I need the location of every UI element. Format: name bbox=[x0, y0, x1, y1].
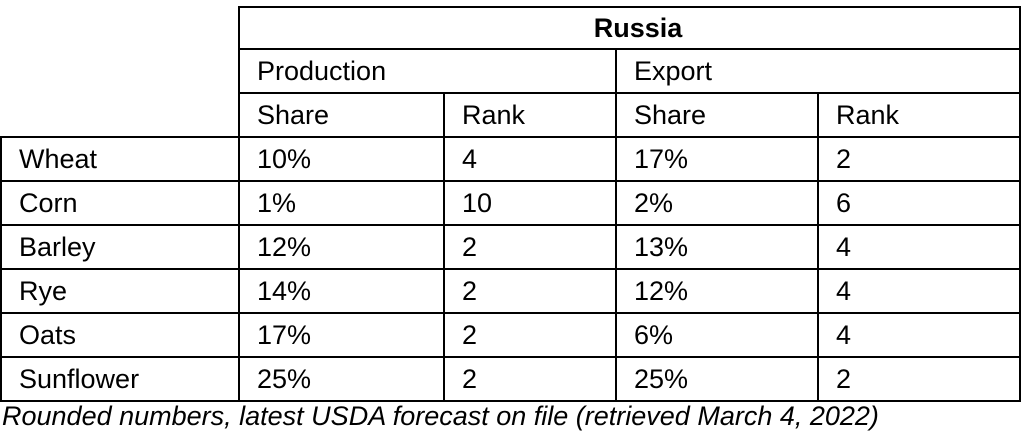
cell-production-rank: 2 bbox=[443, 313, 616, 358]
cell-production-rank: 2 bbox=[443, 225, 616, 270]
row-label-crop: Barley bbox=[0, 225, 239, 270]
cell-export-rank: 4 bbox=[817, 225, 1021, 270]
cell-production-share: 10% bbox=[238, 137, 444, 182]
cell-production-share: 1% bbox=[238, 181, 444, 226]
table-row: Wheat 10% 4 17% 2 bbox=[0, 137, 1021, 182]
row-label-crop: Corn bbox=[0, 181, 239, 226]
table-row: Rye 14% 2 12% 4 bbox=[0, 269, 1021, 314]
row-label-crop: Oats bbox=[0, 313, 239, 358]
empty-corner-cell bbox=[1, 7, 239, 49]
row-label-crop: Rye bbox=[0, 269, 239, 314]
cell-export-share: 2% bbox=[615, 181, 818, 226]
table-row: Corn 1% 10 2% 6 bbox=[0, 181, 1021, 226]
table-title: Russia bbox=[238, 6, 1021, 50]
table-row: Oats 17% 2 6% 4 bbox=[0, 313, 1021, 358]
subheader-export-rank: Rank bbox=[817, 93, 1021, 138]
cell-export-rank: 4 bbox=[817, 269, 1021, 314]
cell-production-share: 14% bbox=[238, 269, 444, 314]
cell-export-share: 12% bbox=[615, 269, 818, 314]
cell-production-share: 25% bbox=[238, 357, 444, 402]
row-label-crop: Sunflower bbox=[0, 357, 239, 402]
cell-export-share: 25% bbox=[615, 357, 818, 402]
empty-corner-cell bbox=[1, 49, 239, 93]
cell-export-rank: 2 bbox=[817, 357, 1021, 402]
cell-production-share: 12% bbox=[238, 225, 444, 270]
cell-production-rank: 2 bbox=[443, 357, 616, 402]
group-header-production: Production bbox=[238, 49, 616, 94]
empty-corner-cell bbox=[1, 93, 239, 138]
table-row: Sunflower 25% 2 25% 2 bbox=[0, 357, 1021, 402]
subheader-export-share: Share bbox=[615, 93, 818, 138]
russia-grain-table: Russia Production Export Share Rank Shar… bbox=[0, 6, 1021, 402]
cell-export-rank: 2 bbox=[817, 137, 1021, 182]
table-body: Wheat 10% 4 17% 2 Corn 1% 10 2% 6 Barley 12% 2 13% 4 Ry… bbox=[0, 137, 1021, 402]
cell-export-share: 17% bbox=[615, 137, 818, 182]
subheader-production-rank: Rank bbox=[443, 93, 616, 138]
table-row: Barley 12% 2 13% 4 bbox=[0, 225, 1021, 270]
cell-production-rank: 2 bbox=[443, 269, 616, 314]
footnote: Rounded numbers, latest USDA forecast on… bbox=[2, 401, 879, 431]
cell-export-share: 13% bbox=[615, 225, 818, 270]
subheader-production-share: Share bbox=[238, 93, 444, 138]
group-header-export: Export bbox=[615, 49, 1021, 94]
cell-production-rank: 10 bbox=[443, 181, 616, 226]
cell-export-rank: 6 bbox=[817, 181, 1021, 226]
cell-export-rank: 4 bbox=[817, 313, 1021, 358]
row-label-crop: Wheat bbox=[0, 137, 239, 182]
cell-production-share: 17% bbox=[238, 313, 444, 358]
cell-export-share: 6% bbox=[615, 313, 818, 358]
cell-production-rank: 4 bbox=[443, 137, 616, 182]
